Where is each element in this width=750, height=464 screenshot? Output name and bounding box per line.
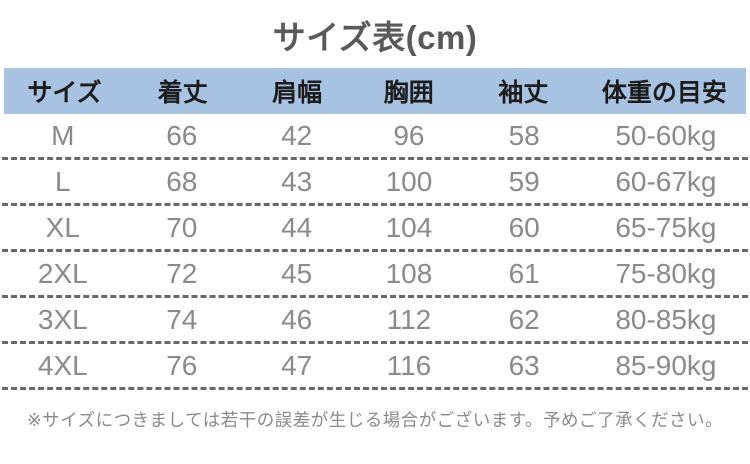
header-chest: 胸囲 [383,79,434,107]
header-length: 着丈 [157,79,208,107]
cell-chest: 116 [386,349,432,381]
cell-size: 3XL [37,303,88,335]
table-row-l: L 68 43 100 59 60-67kg [2,160,748,206]
cell-chest: 112 [386,303,432,335]
cell-length: 66 [166,119,198,151]
cell-shoulder: 42 [281,119,313,151]
cell-length: 76 [166,349,198,381]
header-sleeve: 袖丈 [498,79,549,107]
cell-size: 4XL [37,349,88,381]
cell-chest: 100 [385,165,433,197]
cell-sleeve: 63 [508,349,540,381]
disclaimer-note: ※サイズにつきましては若干の誤差が生じる場合がございます。予めご了承ください。 [26,410,723,430]
cell-weight: 75-80kg [615,257,717,289]
cell-chest: 96 [393,119,425,151]
cell-sleeve: 58 [508,119,540,151]
cell-shoulder: 44 [281,211,313,243]
header-weight-guide: 体重の目安 [601,79,727,107]
table-header-row: サイズ 着丈 肩幅 胸囲 袖丈 体重の目安 [4,68,746,114]
table-row-xl: XL 70 44 104 60 65-75kg [2,206,748,252]
cell-shoulder: 47 [281,349,313,381]
cell-sleeve: 61 [508,257,540,289]
cell-size: M [51,119,75,151]
cell-size: L [55,165,71,197]
cell-shoulder: 43 [281,165,313,197]
cell-sleeve: 62 [508,303,540,335]
cell-weight: 80-85kg [615,303,717,335]
cell-weight: 65-75kg [615,211,717,243]
cell-length: 68 [166,165,198,197]
cell-shoulder: 45 [281,257,313,289]
cell-weight: 85-90kg [615,349,717,381]
table-row-4xl: 4XL 76 47 116 63 85-90kg [2,344,748,390]
size-table: サイズ 着丈 肩幅 胸囲 袖丈 体重の目安 M 66 42 96 58 50-6… [0,68,750,390]
cell-sleeve: 60 [508,211,540,243]
page-title: サイズ表(cm) [272,19,478,56]
cell-chest: 108 [385,257,433,289]
header-size: サイズ [27,79,102,107]
cell-weight: 50-60kg [615,119,717,151]
cell-chest: 104 [385,211,433,243]
cell-size: XL [45,211,80,243]
cell-length: 74 [166,303,198,335]
header-shoulder: 肩幅 [272,79,323,107]
table-row-2xl: 2XL 72 45 108 61 75-80kg [2,252,748,298]
cell-size: 2XL [37,257,88,289]
cell-length: 72 [166,257,198,289]
cell-length: 70 [166,211,198,243]
cell-sleeve: 59 [508,165,540,197]
cell-weight: 60-67kg [615,165,717,197]
table-row-m: M 66 42 96 58 50-60kg [2,114,748,160]
table-row-3xl: 3XL 74 46 112 62 80-85kg [2,298,748,344]
cell-shoulder: 46 [281,303,313,335]
